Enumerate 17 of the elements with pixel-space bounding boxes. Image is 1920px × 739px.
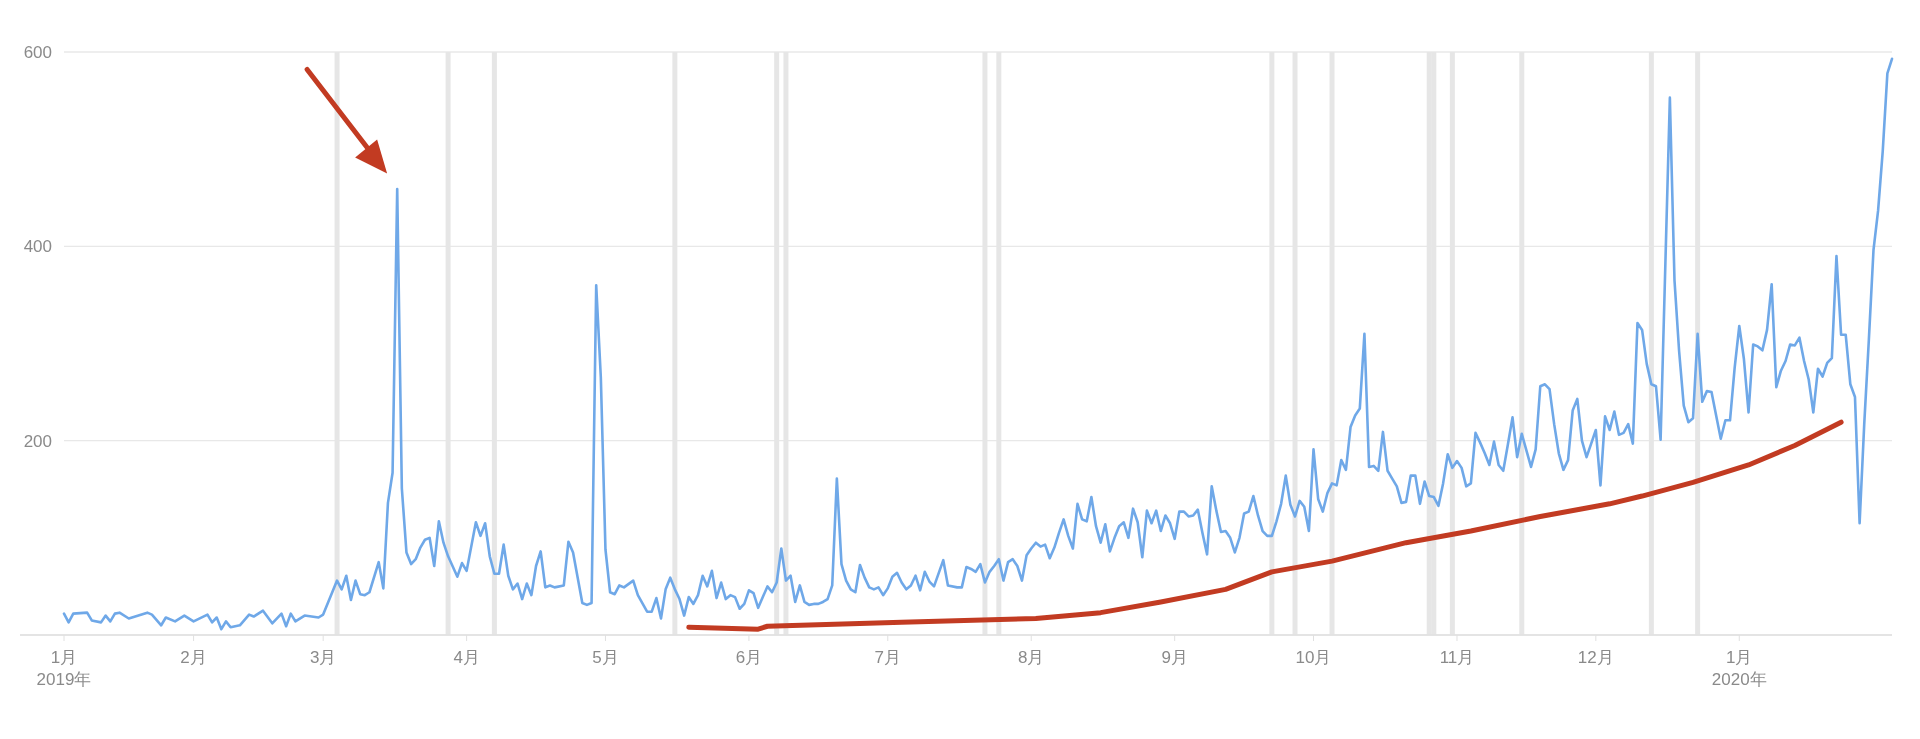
x-tick-label: 9月 <box>1161 648 1188 667</box>
line-series <box>62 57 1894 631</box>
x-tick-label: 4月 <box>453 648 480 667</box>
x-tick-label: 1月 2020年 <box>1711 648 1767 689</box>
x-tick-label: 7月 <box>874 648 901 667</box>
x-tick-label: 5月 <box>592 648 619 667</box>
y-tick-label: 400 <box>23 237 52 257</box>
x-tick-label: 12月 <box>1577 648 1614 667</box>
x-tick-label: 1月 2019年 <box>36 648 92 689</box>
x-tick-label: 10月 <box>1295 648 1332 667</box>
x-tick-label: 6月 <box>735 648 763 667</box>
x-tick-label: 11月 <box>1439 648 1475 667</box>
x-tick-label: 8月 <box>1017 648 1045 667</box>
y-tick-label: 200 <box>23 431 52 451</box>
y-tick-label: 600 <box>23 42 52 62</box>
x-tick-label: 3月 <box>309 648 337 667</box>
x-tick-label: 2月 <box>180 648 207 667</box>
